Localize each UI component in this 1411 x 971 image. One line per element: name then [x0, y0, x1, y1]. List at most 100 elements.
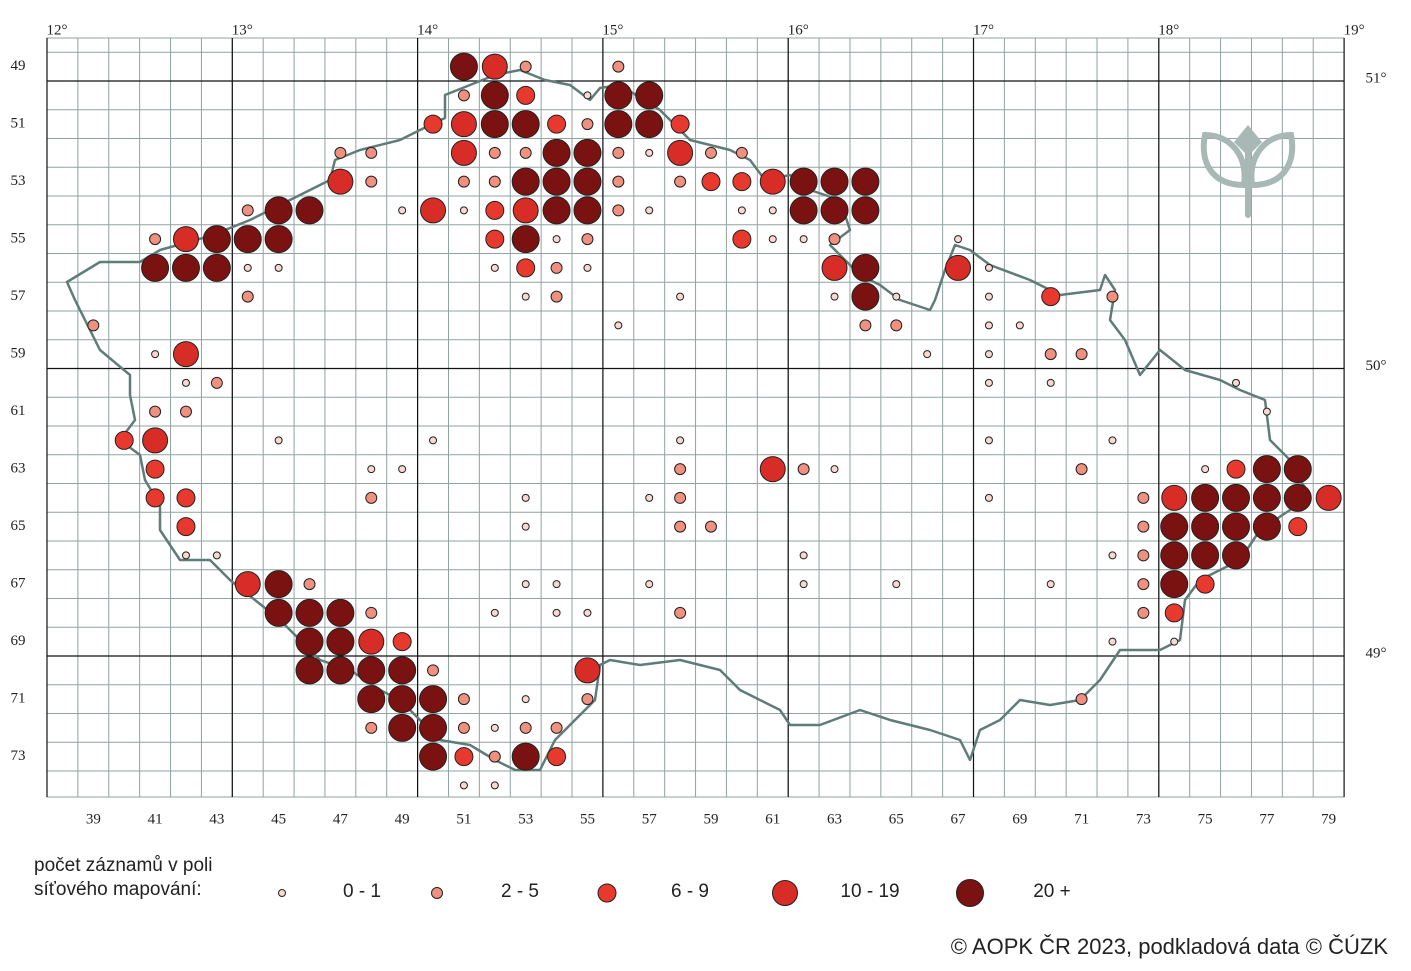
record-dot — [450, 111, 477, 138]
record-dot — [674, 606, 687, 619]
record-dot — [859, 319, 872, 332]
record-dot — [737, 206, 746, 215]
record-dot — [1262, 407, 1271, 416]
record-dot — [550, 261, 563, 274]
record-dot — [521, 493, 530, 502]
record-dot — [264, 225, 293, 254]
column-label: 41 — [148, 811, 163, 827]
record-dot — [488, 750, 501, 763]
column-label: 51 — [456, 811, 471, 827]
lat-label: 50° — [1366, 358, 1387, 374]
record-dot — [830, 465, 839, 474]
column-label: 67 — [951, 811, 967, 827]
record-dot — [674, 520, 687, 533]
record-dot — [141, 253, 170, 282]
record-dot — [892, 292, 901, 301]
record-dot — [732, 229, 752, 249]
record-dot — [490, 723, 499, 732]
lon-label: 17° — [973, 22, 994, 38]
record-dot — [574, 657, 601, 684]
record-dot — [516, 258, 536, 278]
record-dot — [457, 175, 470, 188]
record-dot — [457, 721, 470, 734]
record-dot — [851, 282, 880, 311]
record-dot — [704, 520, 717, 533]
record-dot — [581, 693, 594, 706]
record-dot — [459, 206, 468, 215]
record-dot — [181, 378, 190, 387]
record-dot — [890, 319, 903, 332]
logo — [1200, 125, 1296, 218]
record-dot — [388, 685, 417, 714]
record-dot — [172, 226, 199, 253]
record-dot — [457, 89, 470, 102]
row-label: 51 — [11, 116, 26, 132]
record-dot — [419, 685, 448, 714]
record-dot — [511, 742, 540, 771]
record-dot — [481, 53, 508, 80]
record-dot — [480, 81, 509, 110]
record-dot — [1288, 517, 1308, 537]
record-dot — [1315, 484, 1342, 511]
record-dot — [1164, 603, 1184, 623]
record-dot — [704, 146, 717, 159]
record-dot — [851, 196, 880, 225]
record-dot — [635, 110, 664, 139]
record-dot — [799, 551, 808, 560]
record-dot — [667, 139, 694, 166]
record-dot — [828, 233, 841, 246]
record-dot — [573, 196, 602, 225]
record-dot — [358, 628, 385, 655]
legend-label: 6 - 9 — [671, 881, 709, 902]
record-dot — [521, 695, 530, 704]
record-dot — [521, 522, 530, 531]
record-dot — [519, 60, 532, 73]
record-dot — [1191, 512, 1220, 541]
row-label: 71 — [11, 691, 26, 707]
record-dot — [512, 197, 539, 224]
record-dot — [388, 656, 417, 685]
record-dot — [583, 263, 592, 272]
record-dot — [552, 235, 561, 244]
record-dot — [542, 167, 571, 196]
record-dot — [365, 175, 378, 188]
record-dot — [984, 263, 993, 272]
record-dot — [457, 693, 470, 706]
record-dot — [516, 85, 536, 105]
record-dot — [550, 290, 563, 303]
record-dot — [295, 627, 324, 656]
record-dot — [521, 292, 530, 301]
record-dot — [820, 167, 849, 196]
record-dot — [1044, 348, 1057, 361]
record-dot — [145, 488, 165, 508]
record-dot — [303, 578, 316, 591]
record-dot — [365, 721, 378, 734]
row-label: 53 — [11, 173, 26, 189]
record-dot — [1137, 578, 1150, 591]
record-dot — [171, 253, 200, 282]
record-dot — [604, 81, 633, 110]
grid — [46, 37, 1345, 798]
record-dot — [202, 253, 231, 282]
record-dot — [519, 721, 532, 734]
record-dot — [274, 436, 283, 445]
row-label: 61 — [11, 403, 26, 419]
lon-label: 13° — [232, 22, 253, 38]
record-dot — [365, 146, 378, 159]
record-dot — [295, 656, 324, 685]
record-dot — [892, 580, 901, 589]
legend-label: 20 + — [1033, 881, 1071, 902]
record-dot — [295, 598, 324, 627]
record-dot — [357, 656, 386, 685]
country-border — [65, 68, 1312, 772]
column-label: 77 — [1259, 811, 1275, 827]
record-dot — [419, 742, 448, 771]
record-dot — [511, 167, 540, 196]
legend-symbol — [956, 879, 984, 907]
record-dot — [114, 430, 134, 450]
record-dot — [1137, 520, 1150, 533]
record-dot — [1137, 606, 1150, 619]
record-dot — [670, 114, 690, 134]
lon-label: 15° — [602, 22, 623, 38]
row-label: 59 — [11, 346, 26, 362]
